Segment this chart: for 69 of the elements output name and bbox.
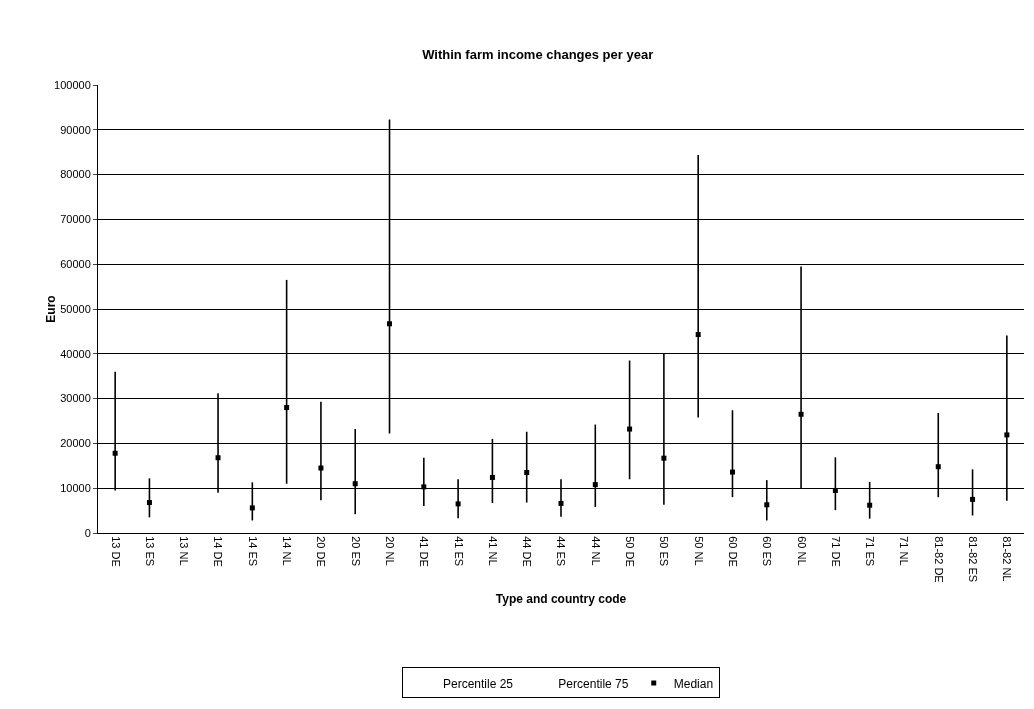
point	[798, 411, 804, 417]
point	[695, 332, 701, 338]
x-tick-label: 50 ES	[658, 536, 671, 567]
point	[627, 426, 633, 432]
y-tick-label: 80000	[60, 168, 91, 181]
point	[284, 405, 290, 411]
x-tick-label: 44 NL	[589, 536, 602, 566]
point	[661, 455, 667, 461]
point	[729, 469, 735, 475]
point	[970, 496, 976, 502]
y-tick-label: 10000	[60, 482, 91, 495]
x-tick-label: 20 NL	[383, 536, 396, 566]
y-axis-title: Euro	[44, 295, 59, 323]
y-tick-label: 50000	[60, 302, 91, 315]
point	[387, 321, 393, 327]
x-tick-label: 44 ES	[555, 536, 568, 567]
x-tick-label: 60 DE	[726, 536, 739, 567]
x-tick-label: 81-82 NL	[1001, 536, 1014, 582]
point	[455, 501, 461, 507]
point	[352, 481, 358, 487]
x-tick-label: 13 ES	[143, 536, 156, 567]
point	[592, 482, 598, 488]
x-tick-label: 41 ES	[452, 536, 465, 567]
x-tick-label: 60 NL	[795, 536, 808, 566]
chart-title: Within farm income changes per year	[422, 46, 654, 62]
y-tick-label: 30000	[60, 392, 91, 405]
point	[524, 470, 530, 476]
point	[489, 474, 495, 480]
x-tick-label: 44 DE	[521, 536, 534, 567]
x-tick-label: 14 ES	[246, 536, 259, 567]
point	[421, 484, 427, 490]
point	[215, 455, 221, 461]
point	[832, 487, 838, 493]
y-tick-label: 20000	[60, 437, 91, 450]
point	[1004, 432, 1010, 438]
y-tick-label: 0	[84, 526, 91, 539]
y-tick-label: 40000	[60, 347, 91, 360]
x-tick-label: 60 ES	[761, 536, 774, 567]
x-tick-label: 20 DE	[315, 536, 328, 567]
x-tick-label: 41 DE	[418, 536, 431, 567]
y-tick-label: 70000	[60, 213, 91, 226]
x-tick-label: 14 DE	[212, 536, 225, 567]
x-tick-label: 81-82 ES	[966, 536, 979, 583]
x-axis-title: Type and country code	[495, 591, 627, 606]
point	[318, 465, 324, 471]
x-tick-label: 50 DE	[624, 536, 637, 567]
point	[112, 450, 118, 456]
legend-label: Median	[673, 676, 714, 691]
y-tick-label: 100000	[54, 78, 91, 91]
x-tick-label: 71 DE	[829, 536, 842, 567]
point	[764, 502, 770, 508]
point	[558, 500, 564, 506]
point	[867, 502, 873, 508]
text: Percentile 75	[558, 676, 629, 691]
x-tick-label: 71 ES	[864, 536, 877, 567]
y-tick-label: 90000	[60, 123, 91, 136]
x-tick-label: 41 NL	[486, 536, 499, 566]
x-tick-label: 13 NL	[178, 536, 191, 566]
x-tick-label: 81-82 DE	[932, 536, 945, 583]
x-tick-label: 13 DE	[109, 536, 122, 567]
x-tick-label: 71 NL	[898, 536, 911, 566]
x-tick-label: 14 NL	[281, 536, 294, 566]
x-tick-label: 50 NL	[692, 536, 705, 566]
point	[249, 505, 255, 511]
y-tick-label: 60000	[60, 258, 91, 271]
point	[146, 500, 152, 506]
point	[935, 464, 941, 470]
x-tick-label: 20 ES	[349, 536, 362, 567]
text: Percentile 25	[443, 676, 514, 691]
